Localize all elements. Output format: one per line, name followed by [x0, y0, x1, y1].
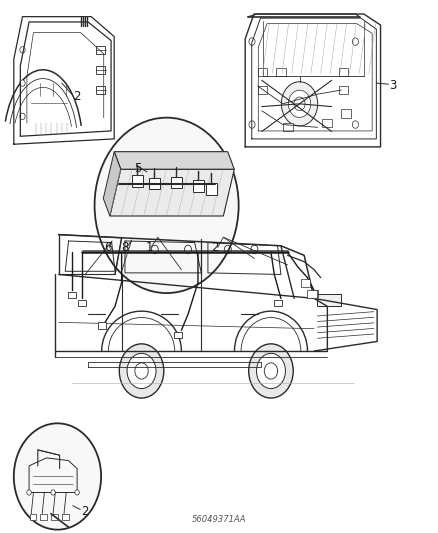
Bar — [96, 46, 105, 54]
Circle shape — [20, 80, 25, 86]
Bar — [68, 292, 76, 298]
Circle shape — [352, 38, 358, 45]
Bar — [206, 183, 217, 195]
Bar — [274, 300, 282, 306]
Text: 2: 2 — [81, 505, 89, 518]
Text: 8: 8 — [121, 240, 129, 254]
Circle shape — [95, 118, 239, 293]
Circle shape — [257, 353, 286, 389]
Polygon shape — [114, 152, 234, 169]
Polygon shape — [103, 152, 121, 216]
Bar — [276, 68, 286, 76]
Bar — [342, 109, 351, 118]
Circle shape — [249, 344, 293, 398]
Polygon shape — [110, 169, 234, 216]
Bar — [322, 119, 332, 127]
Text: 5: 5 — [134, 161, 141, 175]
Bar — [339, 86, 348, 94]
Circle shape — [20, 47, 25, 53]
Circle shape — [135, 363, 148, 379]
Circle shape — [281, 82, 318, 126]
Circle shape — [51, 490, 55, 495]
Bar — [98, 322, 106, 329]
Bar — [51, 514, 58, 520]
Bar — [78, 300, 86, 306]
Bar — [258, 68, 267, 76]
Circle shape — [352, 121, 358, 128]
Circle shape — [127, 353, 156, 389]
Bar — [339, 68, 348, 76]
Bar — [193, 180, 204, 192]
Bar — [96, 66, 105, 74]
Circle shape — [288, 90, 311, 117]
Bar — [40, 514, 47, 520]
Bar — [310, 290, 318, 297]
Text: 6: 6 — [104, 240, 111, 254]
Bar — [149, 177, 160, 189]
Bar — [132, 175, 143, 187]
Circle shape — [75, 490, 79, 495]
Text: 2: 2 — [73, 90, 80, 103]
Bar — [307, 290, 317, 298]
Circle shape — [249, 121, 255, 128]
Text: 2: 2 — [211, 240, 219, 254]
Bar — [62, 514, 69, 520]
Circle shape — [14, 423, 101, 530]
Bar — [171, 176, 182, 188]
Circle shape — [249, 38, 255, 45]
Bar — [96, 86, 105, 94]
Bar — [318, 294, 341, 306]
Text: 56049371AA: 56049371AA — [192, 515, 246, 524]
Bar — [301, 279, 311, 287]
Bar — [174, 332, 182, 338]
Circle shape — [20, 113, 25, 119]
Text: 1: 1 — [145, 240, 153, 254]
Circle shape — [27, 490, 31, 495]
Circle shape — [264, 363, 278, 379]
Circle shape — [294, 97, 305, 111]
Bar — [283, 123, 293, 132]
Bar — [29, 514, 36, 520]
Text: 3: 3 — [389, 79, 397, 92]
Bar — [258, 86, 267, 94]
Circle shape — [119, 344, 164, 398]
